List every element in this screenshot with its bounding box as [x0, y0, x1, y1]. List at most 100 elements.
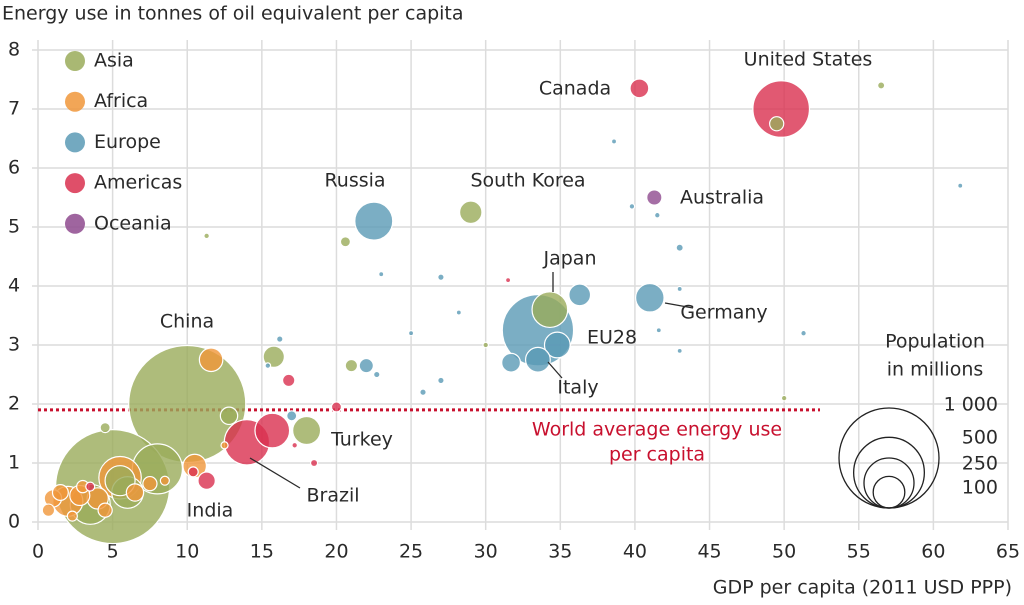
- point-label: India: [187, 500, 234, 522]
- bubble: [254, 412, 291, 449]
- bubble: [187, 466, 199, 478]
- y-tick-label: 2: [8, 393, 20, 415]
- bubble: [354, 201, 394, 241]
- bubble: [358, 357, 374, 374]
- x-tick-label: 0: [32, 541, 44, 563]
- x-axis-title: GDP per capita (2011 USD PPP): [713, 577, 1012, 599]
- y-tick-label: 0: [8, 511, 20, 533]
- bubble: [125, 483, 145, 502]
- bubble: [504, 277, 512, 284]
- y-tick-label: 3: [8, 334, 20, 356]
- bubble: [344, 358, 359, 373]
- x-tick-label: 30: [474, 541, 498, 563]
- y-tick-label: 8: [8, 39, 20, 61]
- bubble: [531, 291, 569, 329]
- bubble: [437, 273, 445, 281]
- x-tick-label: 35: [548, 541, 572, 563]
- bubble: [309, 458, 319, 468]
- legend-marker: [65, 91, 85, 112]
- x-tick-label: 65: [996, 541, 1020, 563]
- bubble: [610, 138, 618, 145]
- x-tick-label: 15: [250, 541, 274, 563]
- bubble: [646, 189, 663, 206]
- bubble: [957, 182, 964, 189]
- leader-line: [547, 361, 563, 379]
- y-tick-label: 5: [8, 216, 20, 238]
- x-tick-label: 5: [107, 541, 119, 563]
- point-label: Turkey: [330, 429, 393, 451]
- point-label: Italy: [557, 377, 598, 399]
- point-label: EU28: [587, 327, 637, 349]
- legend-marker: [65, 51, 85, 71]
- bubble: [159, 475, 170, 486]
- legend-marker: [65, 173, 85, 194]
- bubble: [85, 481, 96, 492]
- bubble: [752, 80, 811, 138]
- bubble: [877, 81, 886, 90]
- legend-label: Africa: [94, 90, 148, 112]
- bubble: [292, 415, 322, 446]
- bubble: [264, 362, 272, 369]
- legend-label: Americas: [94, 172, 182, 194]
- bubble: [501, 352, 522, 373]
- size-legend-circle: [872, 475, 906, 509]
- legend-label: Europe: [94, 131, 161, 153]
- leader-line: [664, 302, 694, 309]
- size-legend-label: 1 000: [944, 394, 998, 416]
- bubble: [262, 345, 285, 369]
- y-tick-label: 1: [8, 452, 20, 474]
- x-tick-label: 55: [847, 541, 871, 563]
- x-tick-label: 10: [175, 541, 199, 563]
- x-tick-label: 25: [399, 541, 423, 563]
- point-label: Japan: [543, 248, 597, 270]
- x-tick-label: 50: [772, 541, 796, 563]
- bubble: [419, 388, 427, 396]
- legend-marker: [65, 132, 85, 153]
- bubble: [455, 309, 462, 316]
- bubble: [543, 331, 571, 359]
- bubble: [330, 401, 343, 413]
- bubble: [800, 329, 807, 337]
- bubble: [378, 271, 385, 278]
- y-tick-label: 7: [8, 98, 20, 120]
- y-tick-label: 6: [8, 157, 20, 179]
- bubble: [291, 441, 299, 449]
- bubble: [219, 406, 239, 426]
- point-label: China: [160, 311, 214, 333]
- reference-label: per capita: [609, 444, 705, 466]
- bubble: [568, 283, 592, 307]
- chart-title: Energy use in tonnes of oil equivalent p…: [2, 3, 464, 25]
- bubble: [675, 243, 684, 252]
- size-legend-label: 500: [962, 427, 998, 449]
- legend-label: Asia: [94, 50, 134, 72]
- bubble: [676, 285, 683, 293]
- point-label: Canada: [539, 78, 611, 100]
- point-label: United States: [744, 49, 873, 71]
- bubble: [655, 327, 662, 334]
- legend-label: Oceania: [94, 212, 172, 234]
- size-legend-label: 100: [962, 477, 998, 499]
- bubble: [339, 236, 352, 248]
- bubble: [676, 347, 683, 354]
- bubble: [769, 116, 785, 132]
- point-label: Germany: [680, 302, 767, 324]
- bubble: [203, 232, 210, 240]
- x-tick-label: 40: [623, 541, 647, 563]
- size-legend-label: 250: [962, 453, 998, 475]
- bubble: [97, 502, 113, 518]
- bubble: [482, 341, 490, 349]
- point-label: Australia: [680, 187, 764, 209]
- point-label: South Korea: [470, 170, 585, 192]
- leader-line: [249, 457, 301, 489]
- bubble: [780, 394, 788, 402]
- bubble: [524, 346, 551, 373]
- bubble: [437, 376, 445, 385]
- bubble: [66, 510, 78, 522]
- bubble: [51, 483, 69, 502]
- point-label: Brazil: [306, 485, 359, 507]
- x-tick-label: 60: [921, 541, 945, 563]
- bubble: [275, 335, 284, 343]
- bubble: [99, 422, 111, 434]
- bubble: [372, 370, 381, 379]
